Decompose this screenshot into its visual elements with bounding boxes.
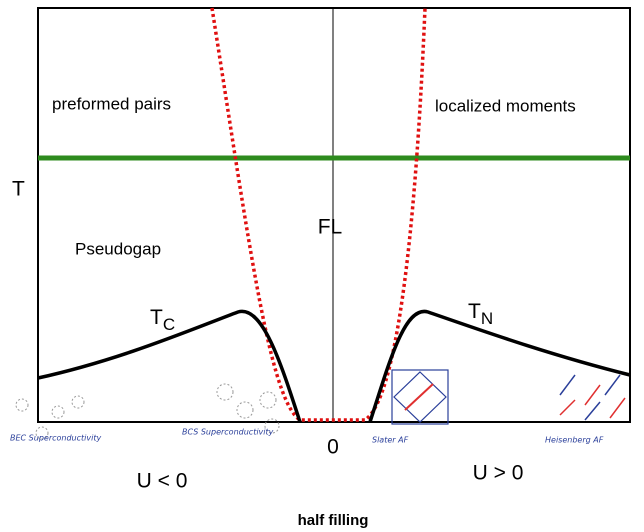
curve-label: TN xyxy=(468,300,493,329)
curve-label: TC xyxy=(150,306,175,335)
region-label: FL xyxy=(318,216,343,239)
x-axis-title: half filling xyxy=(298,512,369,529)
curve-label-main: T xyxy=(468,300,481,323)
y-axis-label: T xyxy=(12,178,25,201)
note: BCS Superconductivity xyxy=(182,428,274,437)
pair-dots xyxy=(15,383,280,440)
region-label: preformed pairs xyxy=(52,94,171,113)
tn-curve xyxy=(368,309,631,423)
note: Heisenberg AF xyxy=(545,436,604,445)
region-label: localized moments xyxy=(435,96,576,115)
x-axis-label: U < 0 xyxy=(137,470,188,493)
curve-label-main: T xyxy=(150,306,163,329)
curve-label-sub: N xyxy=(481,309,493,328)
region-label: Pseudogap xyxy=(75,239,161,258)
origin-label: 0 xyxy=(327,436,339,459)
curve-label-sub: C xyxy=(163,315,175,334)
note: Slater AF xyxy=(372,436,409,445)
note: BEC Superconductivity xyxy=(10,434,101,443)
tc-curve xyxy=(37,309,302,423)
frame xyxy=(37,7,631,423)
spin-arrows xyxy=(559,374,626,421)
x-axis-label: U > 0 xyxy=(473,462,524,485)
slater-icon xyxy=(391,369,449,425)
fermi-liquid-boundary xyxy=(210,7,427,422)
